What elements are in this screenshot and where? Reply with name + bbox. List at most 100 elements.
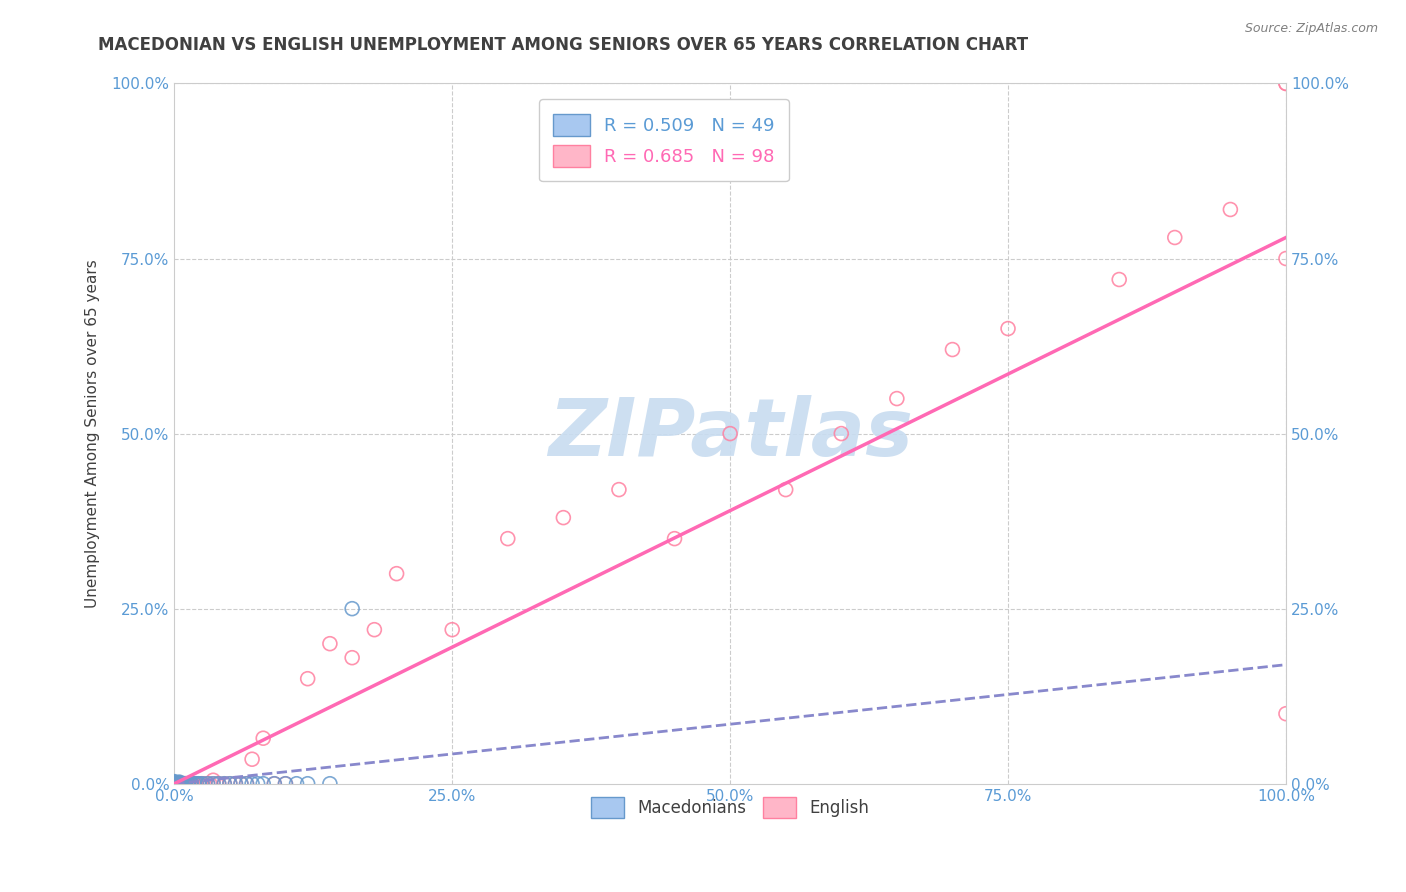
Point: [163, 777, 186, 791]
Point: [174, 777, 197, 791]
Point: [174, 777, 197, 791]
Y-axis label: Unemployment Among Seniors over 65 years: Unemployment Among Seniors over 65 years: [86, 260, 100, 608]
Point: [163, 777, 186, 791]
Point: [319, 777, 342, 791]
Point: [163, 777, 186, 791]
Point: [166, 777, 188, 791]
Point: [886, 392, 908, 406]
Point: [186, 777, 208, 791]
Point: [176, 777, 198, 791]
Point: [173, 777, 195, 791]
Point: [197, 777, 219, 791]
Point: [167, 777, 190, 791]
Point: [163, 777, 186, 791]
Point: [186, 777, 208, 791]
Point: [263, 777, 285, 791]
Point: [167, 777, 190, 791]
Point: [297, 777, 319, 791]
Point: [174, 777, 197, 791]
Text: Source: ZipAtlas.com: Source: ZipAtlas.com: [1244, 22, 1378, 36]
Point: [1108, 272, 1130, 286]
Point: [208, 777, 231, 791]
Point: [165, 777, 187, 791]
Point: [170, 777, 193, 791]
Point: [163, 777, 186, 791]
Point: [166, 777, 188, 791]
Point: [163, 777, 186, 791]
Point: [163, 777, 186, 791]
Point: [187, 777, 209, 791]
Point: [183, 777, 205, 791]
Point: [167, 777, 190, 791]
Point: [165, 777, 187, 791]
Text: MACEDONIAN VS ENGLISH UNEMPLOYMENT AMONG SENIORS OVER 65 YEARS CORRELATION CHART: MACEDONIAN VS ENGLISH UNEMPLOYMENT AMONG…: [98, 36, 1029, 54]
Point: [163, 777, 186, 791]
Point: [166, 777, 188, 791]
Point: [169, 777, 191, 791]
Point: [169, 777, 191, 791]
Point: [169, 777, 191, 791]
Point: [163, 777, 186, 791]
Point: [179, 777, 201, 791]
Point: [180, 777, 202, 791]
Point: [340, 601, 363, 615]
Point: [193, 777, 215, 791]
Point: [190, 777, 212, 791]
Point: [218, 777, 240, 791]
Point: [170, 777, 193, 791]
Point: [202, 777, 225, 791]
Point: [183, 777, 205, 791]
Point: [941, 343, 963, 357]
Point: [167, 775, 190, 789]
Point: [163, 777, 186, 791]
Point: [166, 777, 188, 791]
Point: [553, 510, 575, 524]
Point: [163, 777, 186, 791]
Point: [246, 777, 269, 791]
Point: [184, 777, 207, 791]
Point: [167, 777, 190, 791]
Point: [664, 532, 686, 546]
Point: [263, 777, 285, 791]
Point: [218, 777, 240, 791]
Point: [163, 777, 186, 791]
Point: [172, 777, 194, 791]
Point: [191, 777, 214, 791]
Point: [1219, 202, 1241, 217]
Point: [180, 777, 202, 791]
Point: [174, 777, 197, 791]
Point: [1275, 77, 1298, 91]
Point: [718, 426, 741, 441]
Point: [166, 777, 188, 791]
Point: [163, 777, 186, 791]
Point: [1164, 230, 1187, 244]
Point: [166, 777, 188, 791]
Point: [214, 777, 236, 791]
Legend: Macedonians, English: Macedonians, English: [583, 790, 876, 824]
Point: [163, 777, 186, 791]
Point: [170, 777, 193, 791]
Point: [163, 777, 186, 791]
Point: [173, 777, 195, 791]
Point: [172, 777, 194, 791]
Point: [274, 777, 297, 791]
Point: [163, 777, 186, 791]
Point: [163, 775, 186, 789]
Point: [285, 777, 308, 791]
Point: [385, 566, 408, 581]
Point: [205, 777, 228, 791]
Point: [997, 321, 1019, 335]
Point: [187, 777, 209, 791]
Point: [235, 777, 257, 791]
Point: [240, 777, 263, 791]
Point: [224, 777, 246, 791]
Point: [197, 777, 219, 791]
Point: [214, 777, 236, 791]
Point: [163, 777, 186, 791]
Point: [198, 777, 221, 791]
Point: [180, 777, 202, 791]
Point: [163, 777, 186, 791]
Point: [172, 777, 194, 791]
Point: [1275, 706, 1298, 721]
Point: [177, 777, 200, 791]
